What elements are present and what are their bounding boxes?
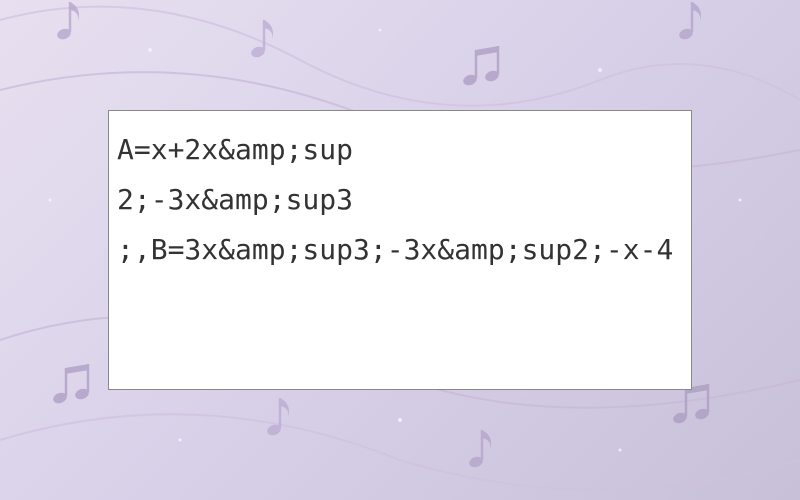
math-text-line-3: ;,B=3x&amp;sup3;-3x&amp;sup2;-x-4 <box>117 233 673 266</box>
math-text-line-1: A=x+2x&amp;sup <box>117 133 353 166</box>
math-text-line-2: 2;-3x&amp;sup3 <box>117 183 353 216</box>
content-box: A=x+2x&amp;sup 2;-3x&amp;sup3 ;,B=3x&amp… <box>108 110 692 390</box>
